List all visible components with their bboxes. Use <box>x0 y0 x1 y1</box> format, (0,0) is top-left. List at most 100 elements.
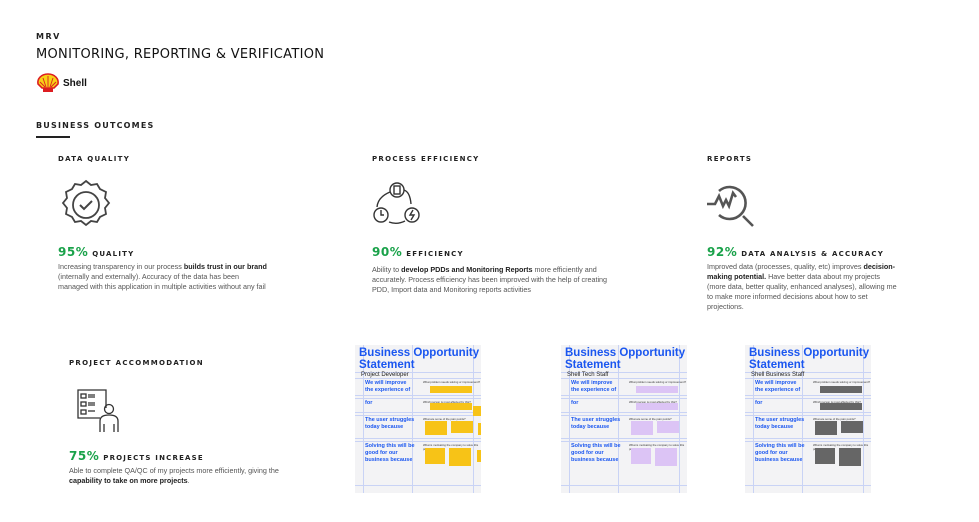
grid-line <box>745 398 871 399</box>
statement-row-label: We will improve the experience of <box>571 380 617 393</box>
metric-percent: 90% <box>372 245 403 259</box>
grid-line <box>561 372 687 373</box>
grid-line <box>679 345 680 493</box>
metric-label: QUALITY <box>92 250 135 258</box>
description-segment: Increasing transparency in our process <box>58 262 184 271</box>
sticky-note <box>430 403 472 410</box>
shell-pecten-icon <box>37 73 59 92</box>
grid-line <box>363 345 364 493</box>
outcome-description: Able to complete QA/QC of my projects mo… <box>69 466 289 486</box>
outcome-description: Ability to develop PDDs and Monitoring R… <box>372 265 622 295</box>
sticky-note <box>636 403 678 410</box>
statement-row-label: The user struggles today because <box>571 417 621 430</box>
grid-line <box>355 485 481 486</box>
logo-text: Shell <box>63 77 87 89</box>
sticky-note <box>631 448 651 464</box>
statement-row-label: We will improve the experience of <box>755 380 801 393</box>
outcome-heading: DATA QUALITY <box>58 155 131 163</box>
grid-line <box>802 345 803 493</box>
sticky-note <box>473 406 481 416</box>
sticky-note <box>657 421 679 433</box>
sticky-note <box>425 421 447 435</box>
grid-line <box>561 395 687 396</box>
grid-line <box>355 415 481 416</box>
description-segment: more efficiently and accurately. Process… <box>372 265 608 294</box>
metric-percent: 75% <box>69 449 100 463</box>
statement-title: Business Opportunity Statement <box>565 347 686 371</box>
statement-question: Which person is most affected by this? <box>629 400 677 404</box>
statement-row-label: The user struggles today because <box>755 417 805 430</box>
shell-logo: Shell <box>36 73 87 93</box>
grid-line <box>355 378 481 379</box>
grid-line <box>569 345 570 493</box>
outcome-metric: 75% PROJECTS INCREASE <box>69 449 204 463</box>
statement-question: Which person is most affected by this? <box>423 400 471 404</box>
metric-label: PROJECTS INCREASE <box>103 454 204 462</box>
page-title: MONITORING, REPORTING & VERIFICATION <box>36 47 325 62</box>
sticky-note <box>815 448 835 464</box>
business-opportunity-statement[interactable]: Business Opportunity Statement Project De… <box>355 345 481 493</box>
statement-row-label: Solving this will be good for our busine… <box>755 443 805 463</box>
sticky-note <box>655 448 677 466</box>
statement-question: What problem needs solving or improvemen… <box>629 380 687 384</box>
grid-line <box>473 345 474 493</box>
outcome-description: Increasing transparency in our process b… <box>58 262 268 292</box>
grid-line <box>745 412 871 413</box>
metric-label: EFFICIENCY <box>406 250 464 258</box>
checklist-person-icon <box>77 389 119 432</box>
statement-row-label: The user struggles today because <box>365 417 415 430</box>
statement-question: What are some of the pain points? <box>813 417 856 421</box>
process-cycle-icon <box>373 182 420 224</box>
sticky-note <box>430 386 472 393</box>
outcome-heading: REPORTS <box>707 155 753 163</box>
sticky-note <box>815 421 837 435</box>
sticky-note <box>631 421 653 435</box>
sticky-note <box>477 450 481 462</box>
sticky-note <box>449 448 471 466</box>
statement-row-label: for <box>755 400 763 406</box>
grid-line <box>561 415 687 416</box>
description-segment: capability to take on more projects <box>69 476 188 485</box>
business-opportunity-statement[interactable]: Business Opportunity Statement Shell Tech… <box>561 345 687 493</box>
description-segment: develop PDDs and Monitoring Reports <box>401 265 533 274</box>
grid-line <box>745 372 871 373</box>
statement-row-label: We will improve the experience of <box>365 380 411 393</box>
description-segment: Improved data (processes, quality, etc) … <box>707 262 864 271</box>
grid-line <box>355 398 481 399</box>
sticky-note <box>841 421 863 433</box>
outcome-metric: 92% DATA ANALYSIS & ACCURACY <box>707 245 884 259</box>
description-segment: builds trust in our brand <box>183 262 267 271</box>
statement-question: What are some of the pain points? <box>423 417 466 421</box>
statement-question: What problem needs solving or improvemen… <box>423 380 481 384</box>
business-opportunity-statement[interactable]: Business Opportunity Statement Shell Busi… <box>745 345 871 493</box>
outcome-metric: 90% EFFICIENCY <box>372 245 464 259</box>
grid-line <box>745 485 871 486</box>
sticky-note <box>478 423 481 435</box>
grid-line <box>355 395 481 396</box>
sticky-note <box>636 386 678 393</box>
statement-row-label: for <box>571 400 579 406</box>
description-segment: . <box>187 476 190 485</box>
sticky-note <box>820 386 862 393</box>
description-segment: Ability to <box>372 265 402 274</box>
statement-title: Business Opportunity Statement <box>359 347 480 371</box>
grid-line <box>412 345 413 493</box>
sticky-note <box>820 403 862 410</box>
grid-line <box>745 415 871 416</box>
eyebrow: MRV <box>36 32 61 41</box>
statement-role: Project Developer <box>361 372 409 378</box>
grid-line <box>561 378 687 379</box>
grid-line <box>753 345 754 493</box>
grid-line <box>745 378 871 379</box>
statement-question: What are some of the pain points? <box>629 417 672 421</box>
metric-percent: 95% <box>58 245 89 259</box>
statement-title: Business Opportunity Statement <box>749 347 870 371</box>
grid-line <box>561 438 687 439</box>
statement-question: What problem needs solving or improvemen… <box>813 380 871 384</box>
grid-line <box>355 438 481 439</box>
description-segment: Have better data about my projects (more… <box>707 272 897 311</box>
statement-row-label: Solving this will be good for our busine… <box>365 443 415 463</box>
metric-label: DATA ANALYSIS & ACCURACY <box>741 250 884 258</box>
statement-row-label: for <box>365 400 373 406</box>
grid-line <box>745 441 871 442</box>
